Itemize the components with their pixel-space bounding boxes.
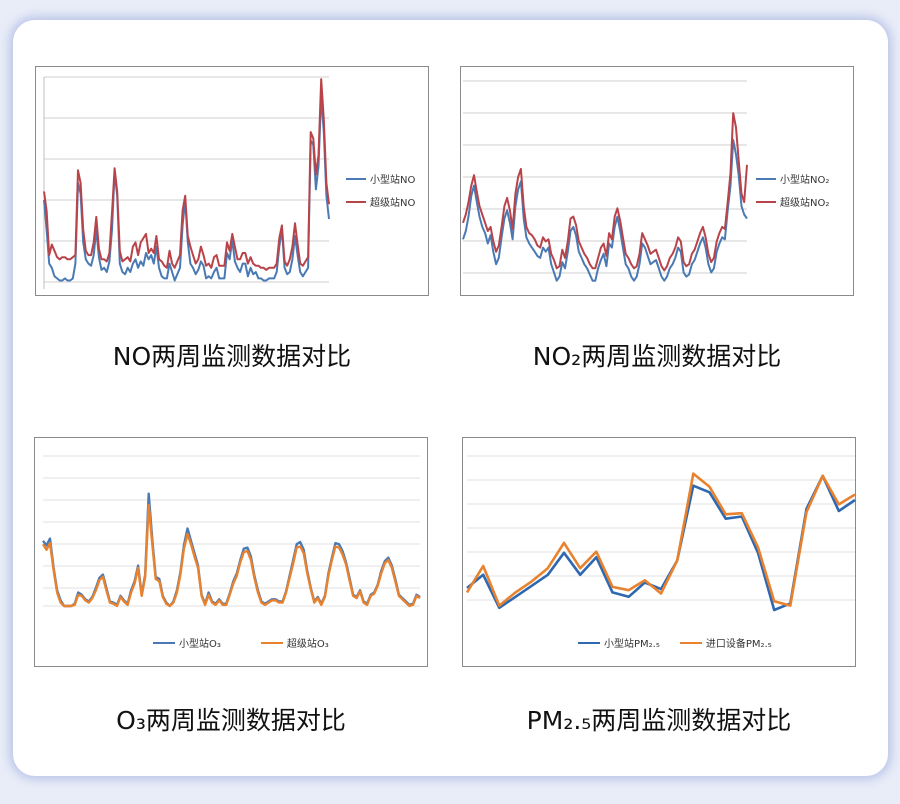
legend-label: 小型站NO [370,175,416,186]
legend-label: 小型站PM₂.₅ [604,639,660,650]
series-line-1 [41,503,421,608]
legend-item: 超级站NO₂ [756,194,829,209]
legend-label: 超级站NO₂ [780,198,830,209]
series-line-1 [465,472,856,607]
legend-label: 超级站NO [370,198,416,209]
caption-pm25: PM₂.₅两周监测数据对比 [526,706,792,735]
legend-item: 小型站NO [346,171,415,186]
legend-item: 超级站O₃ [260,635,329,650]
chart-no2 [462,80,748,282]
legend-label: 小型站O₃ [179,639,221,650]
legend-swatch-blue [756,177,776,180]
caption-o3: O₃两周监测数据对比 [116,706,346,735]
legend-item: 小型站NO₂ [756,171,829,186]
legend-label: 小型站NO₂ [780,175,830,186]
series-line-0 [466,474,856,612]
legend-swatch-blue [153,641,175,644]
chart-no [43,76,330,289]
legend-swatch-red [346,200,366,203]
chart-panel-no2: 小型站NO₂ 超级站NO₂ [460,66,854,296]
legend-no2: 小型站NO₂ 超级站NO₂ [756,171,829,209]
chart-pm25 [465,455,856,612]
legend-item: 小型站O₃ [153,635,221,650]
caption-no2: NO₂两周监测数据对比 [532,342,782,371]
series-line-1 [462,112,748,272]
legend-o3: 小型站O₃ 超级站O₃ [153,635,329,650]
chart-panel-no: 小型站NO 超级站NO [35,66,429,296]
legend-swatch-blue [578,641,600,644]
chart-o3 [41,455,421,608]
series-line-0 [462,139,748,282]
series-line-1 [43,78,330,271]
caption-no: NO两周监测数据对比 [112,342,352,371]
legend-label: 超级站O₃ [286,639,329,650]
chart-panel-o3: 小型站O₃ 超级站O₃ [34,437,428,667]
legend-no: 小型站NO 超级站NO [346,171,415,209]
chart-panel-pm25: 小型站PM₂.₅ 进口设备PM₂.₅ [462,437,856,667]
legend-item: 进口设备PM₂.₅ [679,635,772,650]
legend-swatch-orange [679,641,702,644]
legend-item: 小型站PM₂.₅ [578,635,660,650]
legend-swatch-blue [346,177,366,180]
legend-swatch-red [756,200,776,203]
legend-pm25: 小型站PM₂.₅ 进口设备PM₂.₅ [578,635,772,650]
legend-swatch-orange [260,641,283,644]
legend-label: 进口设备PM₂.₅ [705,639,772,650]
legend-item: 超级站NO [346,194,415,209]
